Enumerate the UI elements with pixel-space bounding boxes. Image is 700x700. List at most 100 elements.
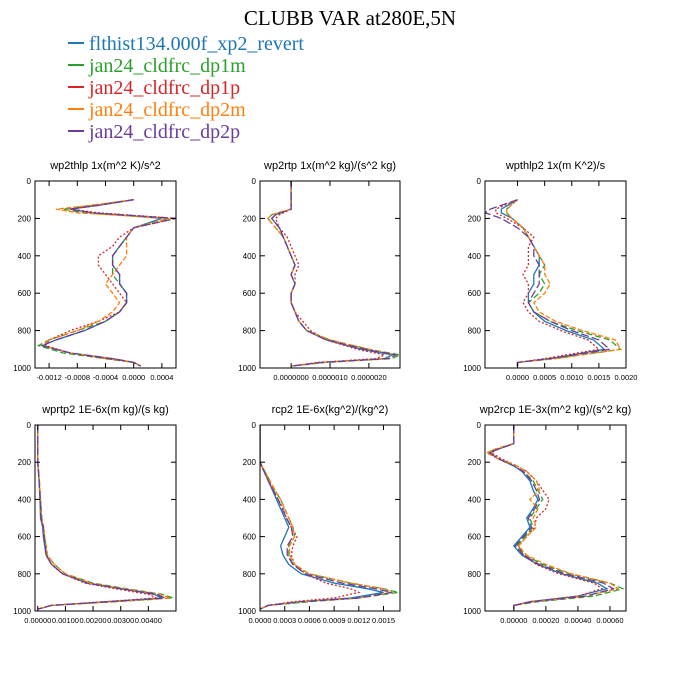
y-tick-label: 1000 (13, 364, 31, 373)
legend-label: jan24_cldfrc_dp2p (89, 121, 241, 143)
series-line (485, 425, 620, 610)
y-tick-label: 0 (477, 421, 482, 430)
x-tick-label: 0.00300 (107, 616, 134, 625)
y-tick-label: 600 (243, 289, 257, 298)
x-tick-label: -0.0012 (36, 373, 61, 382)
figure-title: CLUBB VAR at280E,5N (243, 6, 457, 30)
y-tick-label: 600 (243, 533, 257, 542)
y-tick-label: 800 (243, 570, 257, 579)
panel-title: wp2thlp 1x(m^2 K)/s^2 (49, 160, 161, 172)
legend-item: jan24_cldfrc_dp1p (68, 77, 304, 99)
panel-title: wprtp2 1E-6x(m kg)/(s kg) (41, 404, 169, 416)
y-tick-label: 600 (18, 289, 32, 298)
x-tick-label: 0.00000 (500, 616, 527, 625)
y-tick-label: 0 (252, 177, 257, 186)
x-tick-label: 0.0020 (615, 373, 638, 382)
series-line (37, 425, 163, 610)
panel-2: wp2rtp 1x(m^2 kg)/(s^2 kg) 0 200 400 600 800 1… (238, 160, 401, 382)
y-tick-label: 800 (468, 327, 482, 336)
series-line (260, 425, 395, 610)
y-tick-label: 200 (243, 214, 257, 223)
y-tick-label: 1000 (463, 364, 481, 373)
x-tick-label: 0.00200 (79, 616, 106, 625)
panel-title: wp2rcp 1E-3x(m^2 kg)/(s^2 kg) (479, 404, 632, 416)
x-tick-label: 0.0010 (560, 373, 583, 382)
series-line (260, 425, 392, 610)
y-tick-label: 0 (27, 177, 32, 186)
x-tick-label: 0.00040 (564, 616, 591, 625)
y-tick-label: 0 (477, 177, 482, 186)
panel-frame (484, 180, 627, 369)
x-tick-label: 0.0003 (273, 616, 296, 625)
y-tick-label: 800 (18, 327, 32, 336)
panel-6: wp2rcp 1E-3x(m^2 kg)/(s^2 kg) 0 200 400 600 8… (463, 404, 631, 625)
y-tick-label: 200 (18, 214, 32, 223)
series-group (37, 425, 174, 610)
panel-1: wp2thlp 1x(m^2 K)/s^2 0 200 400 600 800 1000 -0… (13, 160, 177, 382)
legend-swatch (68, 64, 84, 67)
y-tick-label: 400 (18, 252, 32, 261)
y-tick-label: 400 (468, 252, 482, 261)
panel-5: rcp2 1E-6x(kg^2)/(kg^2) 0 200 400 600 800 1000… (238, 404, 401, 625)
y-tick-label: 1000 (463, 607, 481, 616)
x-tick-label: -0.0004 (93, 373, 118, 382)
y-tick-label: 200 (468, 458, 482, 467)
y-tick-label: 400 (18, 495, 32, 504)
y-tick-label: 600 (18, 533, 32, 542)
legend-label: jan24_cldfrc_dp1p (89, 77, 241, 99)
series-line (260, 425, 384, 610)
x-tick-label: 0.0005 (533, 373, 556, 382)
series-line (495, 199, 601, 367)
panel-frame (259, 424, 401, 612)
legend-swatch (68, 42, 84, 45)
series-group (485, 199, 623, 367)
series-line (40, 199, 176, 367)
x-tick-label: 0.00020 (532, 616, 559, 625)
x-tick-label: 0.0015 (587, 373, 610, 382)
series-line (260, 425, 399, 610)
series-line (488, 425, 609, 610)
x-tick-label: 0.0004 (150, 373, 173, 382)
series-line (486, 425, 625, 610)
series-line (37, 425, 174, 610)
x-tick-label: 0.0009 (323, 616, 346, 625)
panel-frame (34, 424, 177, 612)
legend-swatch (68, 86, 84, 89)
series-line (270, 181, 399, 367)
series-line (500, 199, 606, 367)
x-tick-label: 0.00000 (24, 616, 51, 625)
legend-label: jan24_cldfrc_dp1m (89, 55, 246, 77)
x-tick-label: 0.0006 (298, 616, 321, 625)
y-tick-label: 600 (468, 289, 482, 298)
legend-item: jan24_cldfrc_dp1m (68, 55, 304, 77)
y-tick-label: 800 (468, 570, 482, 579)
x-tick-label: 0.0000 (249, 616, 272, 625)
legend-swatch (68, 108, 84, 111)
series-line (266, 181, 400, 367)
y-tick-label: 0 (27, 421, 32, 430)
series-line (40, 199, 170, 367)
legend-item: flthist134.000f_xp2_revert (68, 33, 304, 55)
y-tick-label: 200 (468, 214, 482, 223)
x-tick-label: 0.0000 (506, 373, 529, 382)
y-tick-label: 600 (468, 533, 482, 542)
series-line (270, 181, 395, 367)
series-line (506, 199, 623, 367)
legend-item: jan24_cldfrc_dp2m (68, 99, 304, 121)
legend-label: jan24_cldfrc_dp2m (89, 99, 246, 121)
x-tick-label: 0.0000000 (273, 373, 308, 382)
series-line (506, 199, 622, 367)
panel-3: wpthlp2 1x(m K^2)/s 0 200 400 600 800 1000 0.00… (463, 160, 637, 382)
panel-title: rcp2 1E-6x(kg^2)/(kg^2) (272, 404, 389, 416)
y-tick-label: 200 (18, 458, 32, 467)
y-tick-label: 800 (18, 570, 32, 579)
series-group (266, 181, 400, 367)
legend-item: jan24_cldfrc_dp2p (68, 121, 304, 143)
x-tick-label: 0.0000010 (312, 373, 347, 382)
series-line (488, 425, 615, 610)
y-tick-label: 1000 (238, 364, 256, 373)
x-tick-label: 0.00100 (52, 616, 79, 625)
series-line (37, 425, 157, 610)
y-tick-label: 200 (243, 458, 257, 467)
